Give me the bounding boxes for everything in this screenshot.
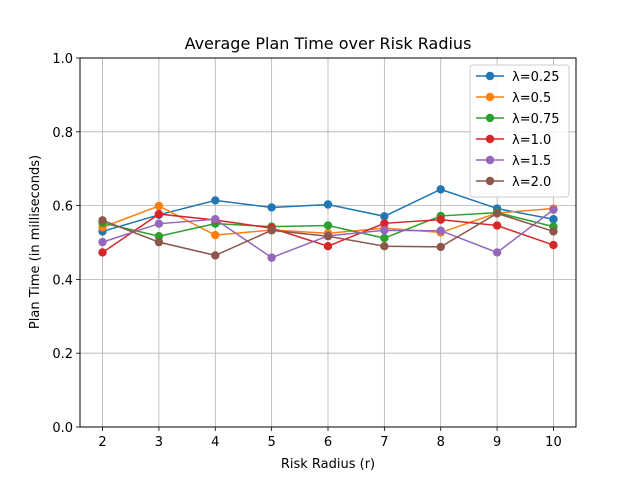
chart-title: Average Plan Time over Risk Radius: [185, 34, 472, 53]
data-point: [436, 226, 445, 235]
legend-label: λ=0.75: [512, 112, 560, 127]
legend-item: λ=0.5: [476, 91, 551, 106]
data-point: [549, 215, 558, 224]
data-point: [380, 226, 389, 235]
data-point: [154, 219, 164, 228]
data-point: [380, 219, 389, 228]
x-tick-label: 10: [545, 435, 562, 450]
y-axis-label: Plan Time (in milliseconds): [28, 155, 43, 329]
data-point: [323, 200, 333, 209]
data-point: [436, 215, 445, 224]
x-tick-label: 2: [98, 435, 106, 450]
x-axis-label: Risk Radius (r): [281, 457, 375, 472]
data-point: [549, 227, 558, 236]
series-group: [98, 185, 558, 262]
data-point: [267, 226, 276, 235]
data-point: [154, 209, 164, 219]
data-point: [380, 241, 389, 251]
data-point: [323, 221, 333, 230]
data-point: [436, 185, 445, 194]
x-tick-label: 4: [211, 435, 219, 450]
data-point: [154, 201, 164, 211]
series-0: [98, 185, 558, 236]
data-point: [98, 237, 107, 247]
data-point: [380, 233, 389, 243]
data-point: [267, 203, 276, 212]
data-point: [211, 215, 220, 224]
data-point: [323, 232, 333, 241]
data-point: [492, 209, 502, 218]
legend-label: λ=1.0: [512, 133, 551, 148]
legend-marker: [485, 176, 495, 186]
x-tick-label: 5: [267, 435, 275, 450]
data-point: [549, 205, 558, 214]
legend-marker: [485, 71, 495, 81]
data-point: [98, 216, 107, 225]
legend-item: λ=2.0: [476, 175, 551, 190]
y-tick-label: 0.2: [52, 347, 73, 362]
x-tick-label: 8: [437, 435, 445, 450]
x-tick-label: 3: [155, 435, 163, 450]
y-tick-label: 0.6: [52, 200, 73, 215]
legend-label: λ=0.25: [512, 70, 560, 85]
data-point: [211, 230, 220, 240]
y-tick-label: 0.0: [52, 421, 73, 436]
legend-item: λ=0.75: [476, 112, 560, 127]
legend: λ=0.25 λ=0.5 λ=0.75 λ=1.0 λ=1.5 λ=2.0: [469, 64, 570, 198]
series-5: [98, 209, 558, 260]
y-axis: 0.0 0.2 0.4 0.6 0.8 1.0: [52, 52, 80, 436]
data-point: [492, 248, 502, 257]
y-tick-label: 0.8: [52, 126, 73, 141]
data-point: [211, 251, 220, 260]
legend-item: λ=1.5: [476, 154, 551, 169]
legend-box: [469, 64, 570, 198]
data-point: [154, 232, 164, 241]
legend-label: λ=1.5: [512, 154, 551, 169]
legend-marker: [485, 92, 495, 102]
data-point: [492, 221, 502, 230]
data-point: [380, 212, 389, 221]
x-tick-label: 7: [380, 435, 388, 450]
data-point: [98, 248, 107, 257]
legend-label: λ=0.5: [512, 91, 551, 106]
y-tick-label: 0.4: [52, 273, 73, 288]
y-tick-label: 1.0: [52, 52, 73, 67]
data-point: [436, 242, 445, 252]
legend-item: λ=0.25: [476, 70, 560, 85]
data-point: [549, 240, 558, 250]
legend-marker: [485, 113, 495, 123]
data-point: [211, 196, 220, 205]
x-axis: 2 3 4 5 6 7 8 9 10: [98, 427, 562, 450]
legend-marker: [485, 134, 495, 144]
legend-marker: [485, 155, 495, 165]
data-point: [267, 253, 276, 262]
legend-item: λ=1.0: [476, 133, 551, 148]
data-point: [154, 237, 164, 247]
data-point: [323, 241, 333, 251]
x-tick-label: 9: [493, 435, 501, 450]
legend-label: λ=2.0: [512, 175, 551, 190]
x-tick-label: 6: [324, 435, 332, 450]
